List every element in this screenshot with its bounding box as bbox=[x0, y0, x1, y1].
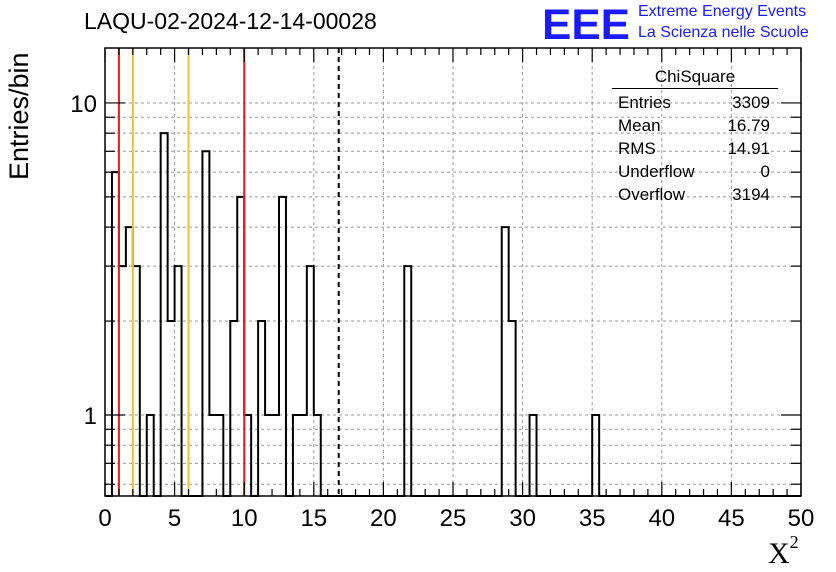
x-tick-label: 25 bbox=[440, 505, 467, 532]
stats-title: ChiSquare bbox=[612, 66, 778, 89]
y-tick-label: 1 bbox=[84, 403, 97, 430]
y-axis-label: Entries/bin bbox=[4, 52, 34, 180]
logo-letters: EEE bbox=[542, 2, 630, 44]
x-tick-label: 40 bbox=[648, 505, 675, 532]
stats-row-entries: Entries 3309 bbox=[612, 91, 778, 114]
stats-label: Underflow bbox=[618, 162, 695, 181]
x-tick-label: 35 bbox=[579, 505, 606, 532]
x-tick-label: 50 bbox=[788, 505, 815, 532]
x-tick-label: 45 bbox=[718, 505, 745, 532]
logo-line-2: La Scienza nelle Scuole bbox=[638, 24, 809, 41]
stats-row-underflow: Underflow 0 bbox=[612, 160, 778, 183]
stats-value: 14.91 bbox=[727, 139, 770, 158]
x-tick-label: 5 bbox=[168, 505, 181, 532]
logo-line-1: Extreme Energy Events bbox=[638, 3, 807, 20]
x-axis-label-sup: 2 bbox=[789, 532, 799, 552]
stats-label: Overflow bbox=[618, 185, 686, 204]
x-axis-label: X2 bbox=[768, 532, 799, 571]
x-tick-label: 10 bbox=[231, 505, 258, 532]
stats-row-rms: RMS 14.91 bbox=[612, 137, 778, 160]
stats-box: ChiSquare Entries 3309 Mean 16.79 RMS 14.91… bbox=[612, 66, 778, 206]
stats-value: 3309 bbox=[732, 93, 770, 112]
x-tick-label: 20 bbox=[370, 505, 397, 532]
x-axis-label-main: X bbox=[768, 537, 790, 570]
stats-label: RMS bbox=[618, 139, 656, 158]
stats-label: Mean bbox=[618, 116, 661, 135]
stats-value: 16.79 bbox=[727, 116, 770, 135]
stats-row-overflow: Overflow 3194 bbox=[612, 183, 778, 206]
stats-label: Entries bbox=[618, 93, 671, 112]
y-tick-label: 10 bbox=[70, 91, 97, 118]
x-tick-label: 30 bbox=[509, 505, 536, 532]
stats-row-mean: Mean 16.79 bbox=[612, 114, 778, 137]
stats-value: 0 bbox=[760, 162, 770, 181]
stats-value: 3194 bbox=[732, 185, 770, 204]
x-tick-label: 15 bbox=[300, 505, 327, 532]
x-tick-label: 0 bbox=[98, 505, 111, 532]
plot-title: LAQU-02-2024-12-14-00028 bbox=[84, 8, 377, 34]
eee-logo: EEE bbox=[542, 2, 630, 44]
